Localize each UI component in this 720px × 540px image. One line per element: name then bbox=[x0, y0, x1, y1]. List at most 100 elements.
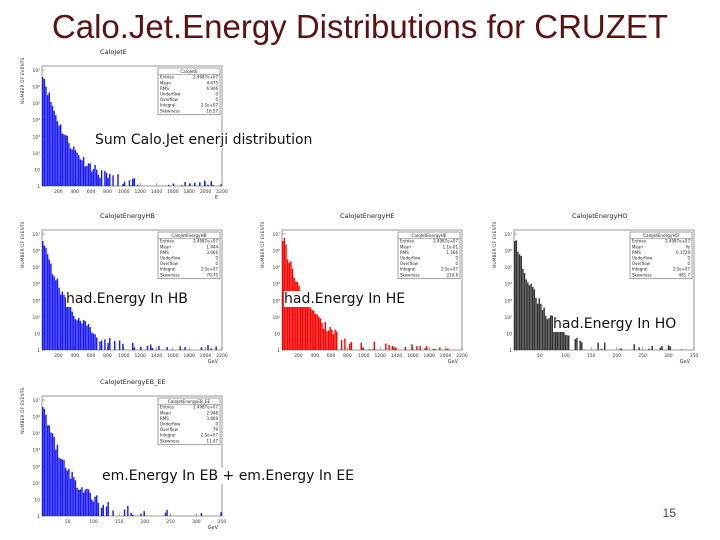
x-tick-label: 1000 bbox=[358, 353, 370, 359]
stats-label: Skewness bbox=[160, 108, 180, 113]
stats-value: 0 bbox=[215, 92, 218, 97]
stats-value: 0 bbox=[215, 261, 218, 266]
histogram-bar bbox=[86, 165, 88, 186]
x-tick-label: 100 bbox=[89, 519, 98, 525]
histogram-bar bbox=[558, 327, 560, 350]
stats-name: CaloJetEnergyHB bbox=[171, 233, 206, 238]
histogram-bar bbox=[220, 184, 222, 186]
histogram-bar bbox=[66, 470, 68, 516]
histogram-bar bbox=[118, 340, 121, 350]
stats-value: 0 bbox=[215, 97, 218, 102]
histogram-bar bbox=[551, 315, 554, 350]
histogram-bar bbox=[210, 348, 212, 350]
histogram-bar bbox=[78, 155, 80, 186]
x-tick-label: 200 bbox=[54, 189, 63, 195]
stats-value: 2.4987e+07 bbox=[193, 405, 218, 410]
histogram-bar bbox=[212, 184, 214, 186]
stats-label: Overflow bbox=[400, 261, 419, 266]
histogram-bar bbox=[296, 281, 299, 350]
stats-label: Entries bbox=[160, 405, 174, 410]
histogram-bar bbox=[76, 487, 78, 516]
y-tick-label: 10 bbox=[34, 331, 40, 337]
histogram-bar bbox=[194, 182, 196, 186]
histogram-bar bbox=[96, 337, 98, 350]
histogram-bar bbox=[132, 342, 134, 350]
stats-value: 79.70 bbox=[207, 272, 219, 277]
stats-box-frame bbox=[157, 397, 221, 446]
histogram-bar bbox=[69, 304, 72, 350]
x-tick-label: 1200 bbox=[374, 353, 386, 359]
stats-label: Skewness bbox=[400, 272, 420, 277]
histogram-bar bbox=[45, 247, 47, 350]
histogram-bar bbox=[86, 488, 88, 516]
calojete-histogram: CaloJetE NUMBER OF EVENTS 1 10 10² 10³ 10⁴ 10⁵ 1… bbox=[10, 44, 236, 210]
y-tick-label: 1 bbox=[37, 514, 40, 520]
histogram-bar bbox=[109, 173, 111, 186]
calojetenergyho-svg: CaloJetEnergyHO NUMBER OF EVENTS 1 10 10² 10³… bbox=[492, 212, 698, 365]
histogram-bar bbox=[321, 322, 323, 350]
x-tick-label: 1600 bbox=[407, 353, 419, 359]
x-tick-label: 1800 bbox=[184, 353, 196, 359]
y-tick-label: 10² bbox=[272, 315, 280, 321]
histogram-bar bbox=[559, 326, 562, 350]
histogram-bar bbox=[600, 348, 603, 350]
histogram-bar bbox=[533, 289, 536, 350]
histogram-bar bbox=[301, 295, 304, 350]
histogram-bar bbox=[130, 512, 132, 516]
histogram-bar bbox=[556, 322, 558, 350]
histogram-bar bbox=[46, 254, 49, 350]
stats-label: Integral bbox=[160, 433, 176, 438]
histogram-bar bbox=[308, 304, 310, 350]
histogram-bar bbox=[282, 240, 284, 350]
x-tick-label: 600 bbox=[87, 353, 96, 359]
histogram-bar bbox=[385, 343, 387, 350]
histogram-bar bbox=[42, 406, 44, 516]
histogram-bar bbox=[107, 501, 109, 516]
histogram-bar bbox=[199, 182, 201, 186]
histogram-title: CaloJetEnergyHB bbox=[100, 212, 155, 220]
histogram-bar bbox=[318, 316, 320, 350]
histogram-bar bbox=[541, 310, 544, 350]
x-tick-label: 800 bbox=[343, 353, 352, 359]
stats-label: RMS bbox=[632, 250, 641, 255]
histogram-bar bbox=[43, 408, 46, 516]
stats-value: 3.666 bbox=[207, 250, 219, 255]
x-tick-label: 800 bbox=[103, 189, 112, 195]
x-tick-label: 50 bbox=[537, 353, 543, 359]
histogram-bar bbox=[112, 175, 114, 186]
histogram-bar bbox=[58, 125, 60, 186]
histogram-bars bbox=[42, 406, 222, 516]
x-tick-label: 250 bbox=[638, 353, 647, 359]
x-tick-label: 2200 bbox=[216, 353, 228, 359]
y-tick-label: 10 bbox=[34, 167, 40, 173]
y-tick-label: 10² bbox=[32, 315, 40, 321]
y-tick-label: 10⁷ bbox=[272, 232, 280, 238]
stats-label: Underflow bbox=[160, 92, 181, 97]
histogram-bar bbox=[329, 327, 331, 350]
x-tick-label: 1800 bbox=[424, 353, 436, 359]
histogram-bar bbox=[447, 348, 449, 350]
calojete-svg: CaloJetE NUMBER OF EVENTS 1 10 10² 10³ 10⁴ 10⁵ 1… bbox=[20, 48, 228, 201]
histogram-bar bbox=[548, 317, 550, 350]
x-tick-label: 2200 bbox=[216, 189, 228, 195]
stats-value: 0 bbox=[215, 256, 218, 261]
histogram-bar bbox=[99, 177, 101, 186]
histogram-bar bbox=[210, 181, 212, 186]
y-tick-label: 1 bbox=[277, 348, 280, 354]
stats-box-frame bbox=[397, 231, 461, 280]
x-tick-label: 200 bbox=[294, 353, 303, 359]
histogram-bar bbox=[207, 344, 209, 350]
histogram-bar bbox=[73, 146, 75, 186]
histogram-bar bbox=[181, 349, 183, 350]
histogram-bar bbox=[112, 510, 114, 516]
x-tick-label: 300 bbox=[664, 353, 673, 359]
histogram-bar bbox=[102, 504, 104, 516]
histogram-bar bbox=[540, 303, 542, 350]
x-tick-label: 1200 bbox=[134, 189, 146, 195]
x-tick-label: 350 bbox=[218, 519, 227, 525]
histogram-bar bbox=[291, 268, 294, 350]
histogram-bar bbox=[309, 307, 312, 350]
histogram-bar bbox=[306, 302, 308, 350]
histogram-bar bbox=[42, 240, 44, 350]
